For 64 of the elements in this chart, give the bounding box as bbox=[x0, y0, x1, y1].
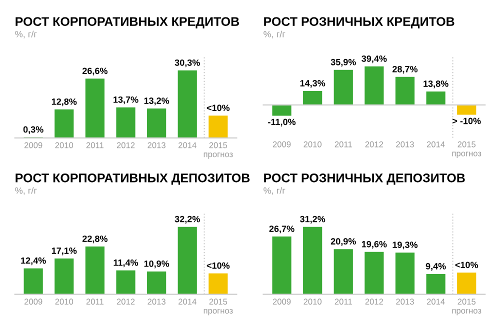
data-label: 19,3% bbox=[392, 242, 418, 250]
x-tick-label: 2013 bbox=[148, 142, 166, 148]
x-tick-label: 2009 bbox=[24, 298, 42, 305]
x-tick-label: 2012 bbox=[365, 298, 384, 305]
x-tick-label: 2014 bbox=[178, 142, 196, 148]
data-label: 26,6% bbox=[82, 68, 108, 76]
x-tick-label: 2013 bbox=[396, 141, 414, 148]
x-tick-label: 2011 bbox=[334, 141, 352, 148]
data-label: 12,4% bbox=[21, 257, 46, 266]
data-label: 32,2% bbox=[174, 216, 200, 224]
data-label: <10% bbox=[206, 262, 230, 269]
x-tick-label: 2015 прогноз bbox=[452, 298, 482, 316]
data-label: 30,3% bbox=[174, 59, 200, 68]
data-label: 26,7% bbox=[269, 226, 294, 234]
data-label: <10% bbox=[206, 104, 230, 112]
chart-title: РОСТ РОЗНИЧНЫХ ДЕПОЗИТОВ bbox=[264, 174, 465, 185]
x-tick-label: 2013 bbox=[148, 298, 166, 305]
data-label: 9,4% bbox=[426, 263, 446, 271]
chart-subtitle: %, г/г bbox=[15, 30, 37, 38]
chart-subtitle: %, г/г bbox=[264, 187, 286, 195]
data-label: 31,2% bbox=[300, 216, 326, 224]
x-tick-label: 2015 прогноз bbox=[204, 298, 233, 316]
x-tick-label: 2014 bbox=[426, 141, 445, 148]
data-label: 39,4% bbox=[362, 55, 387, 64]
chart-title: РОСТ РОЗНИЧНЫХ КРЕДИТОВ bbox=[264, 17, 454, 28]
data-label: 35,9% bbox=[330, 58, 356, 67]
data-label: 13,8% bbox=[424, 80, 448, 88]
data-label: 17,1% bbox=[52, 248, 77, 256]
x-tick-label: 2012 bbox=[365, 141, 384, 148]
x-tick-label: 2012 bbox=[116, 142, 135, 148]
data-label: <10% bbox=[455, 262, 478, 268]
x-tick-label: 2010 bbox=[304, 298, 322, 305]
x-tick-label: 2014 bbox=[178, 298, 196, 305]
x-tick-label: 2015 прогноз bbox=[204, 142, 233, 159]
x-tick-label: 2011 bbox=[334, 298, 352, 305]
x-tick-label: 2012 bbox=[116, 298, 135, 305]
data-label: 12,8% bbox=[52, 98, 77, 106]
data-label: 13,7% bbox=[114, 96, 138, 104]
data-label: 20,9% bbox=[330, 238, 356, 246]
x-tick-label: 2015 прогноз bbox=[452, 141, 482, 158]
x-tick-label: 2010 bbox=[55, 142, 74, 148]
x-tick-label: 2010 bbox=[304, 141, 322, 148]
data-label: 13,2% bbox=[144, 98, 170, 106]
x-tick-label: 2009 bbox=[272, 298, 291, 305]
data-label: 11,4% bbox=[114, 259, 138, 268]
data-label: 22,8% bbox=[82, 236, 108, 244]
data-label: 28,7% bbox=[392, 66, 418, 74]
data-label: 10,9% bbox=[144, 260, 170, 268]
x-tick-label: 2009 bbox=[272, 141, 291, 148]
chart-subtitle: %, г/г bbox=[15, 187, 37, 195]
data-label: 14,3% bbox=[300, 80, 326, 88]
x-tick-label: 2011 bbox=[86, 298, 104, 305]
x-tick-label: 2009 bbox=[24, 142, 42, 148]
data-label: 19,6% bbox=[362, 240, 387, 249]
data-label: -11,0% bbox=[268, 118, 296, 126]
data-label: > -10% bbox=[452, 118, 481, 124]
chart-title: РОСТ КОРПОРАТИВНЫХ ДЕПОЗИТОВ bbox=[16, 174, 250, 185]
x-tick-label: 2013 bbox=[396, 298, 414, 305]
chart-title: РОСТ КОРПОРАТИВНЫХ КРЕДИТОВ bbox=[16, 17, 240, 28]
data-label: 0,3% bbox=[23, 126, 44, 134]
x-tick-label: 2010 bbox=[55, 298, 74, 305]
x-tick-label: 2014 bbox=[426, 298, 445, 305]
x-tick-label: 2011 bbox=[86, 142, 104, 148]
chart-subtitle: %, г/г bbox=[264, 30, 286, 38]
